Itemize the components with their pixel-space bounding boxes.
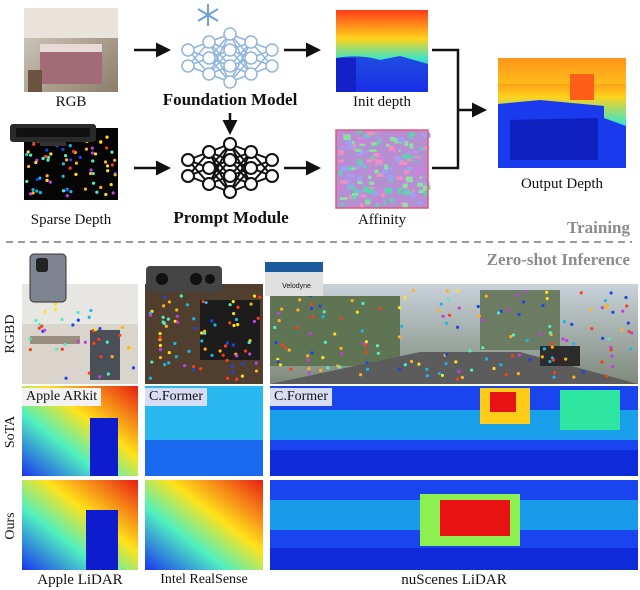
snowflake-icon [197, 4, 219, 26]
velodyne-logo: Velodyne [282, 283, 311, 290]
rgbd-apple-image [22, 284, 138, 384]
sota-tag-apple: Apple ARkit [22, 388, 102, 406]
row-label-ours: Ours [3, 512, 18, 540]
ipad-icon [29, 253, 67, 303]
init-depth-label: Init depth [353, 94, 411, 110]
arrow-icon [134, 42, 487, 176]
output-depth-image [498, 58, 626, 168]
affinity-label: Affinity [357, 212, 407, 228]
training-section-label: Training [567, 218, 630, 237]
realsense-camera-icon [146, 266, 222, 292]
rgbd-nuscenes-image [270, 284, 638, 384]
rgb-image [24, 8, 118, 92]
ours-nuscenes-depth [270, 480, 638, 570]
sota-tag-realsense: C.Former [145, 388, 208, 406]
rgb-label: RGB [55, 94, 87, 110]
ours-realsense-depth [145, 480, 263, 570]
affinity-image [335, 129, 431, 209]
sparse-depth-label: Sparse Depth [30, 212, 112, 228]
column-label-realsense: Intel RealSense [160, 572, 248, 587]
foundation-model-label: Foundation Model [162, 90, 298, 109]
column-label-apple: Apple LiDAR [37, 572, 123, 588]
output-depth-label: Output Depth [520, 176, 604, 192]
row-label-sota: SoTA [3, 415, 18, 449]
kinect-sensor-icon [10, 124, 96, 146]
sota-nuscenes-depth [270, 386, 638, 476]
inference-section-label: Zero-shot Inference [486, 250, 630, 269]
lidar-sensor-icon [265, 262, 323, 296]
sota-tag-nuscenes: C.Former [270, 388, 333, 406]
prompt-module-label: Prompt Module [173, 208, 289, 227]
init-depth-image [336, 10, 428, 92]
rgbd-realsense-image [145, 284, 263, 384]
foundation-model-network-icon [181, 27, 279, 89]
column-label-nuscenes: nuScenes LiDAR [401, 572, 507, 588]
ours-apple-depth [22, 480, 138, 570]
prompt-module-network-icon [181, 137, 279, 199]
row-label-rgbd: RGBD [3, 314, 18, 354]
